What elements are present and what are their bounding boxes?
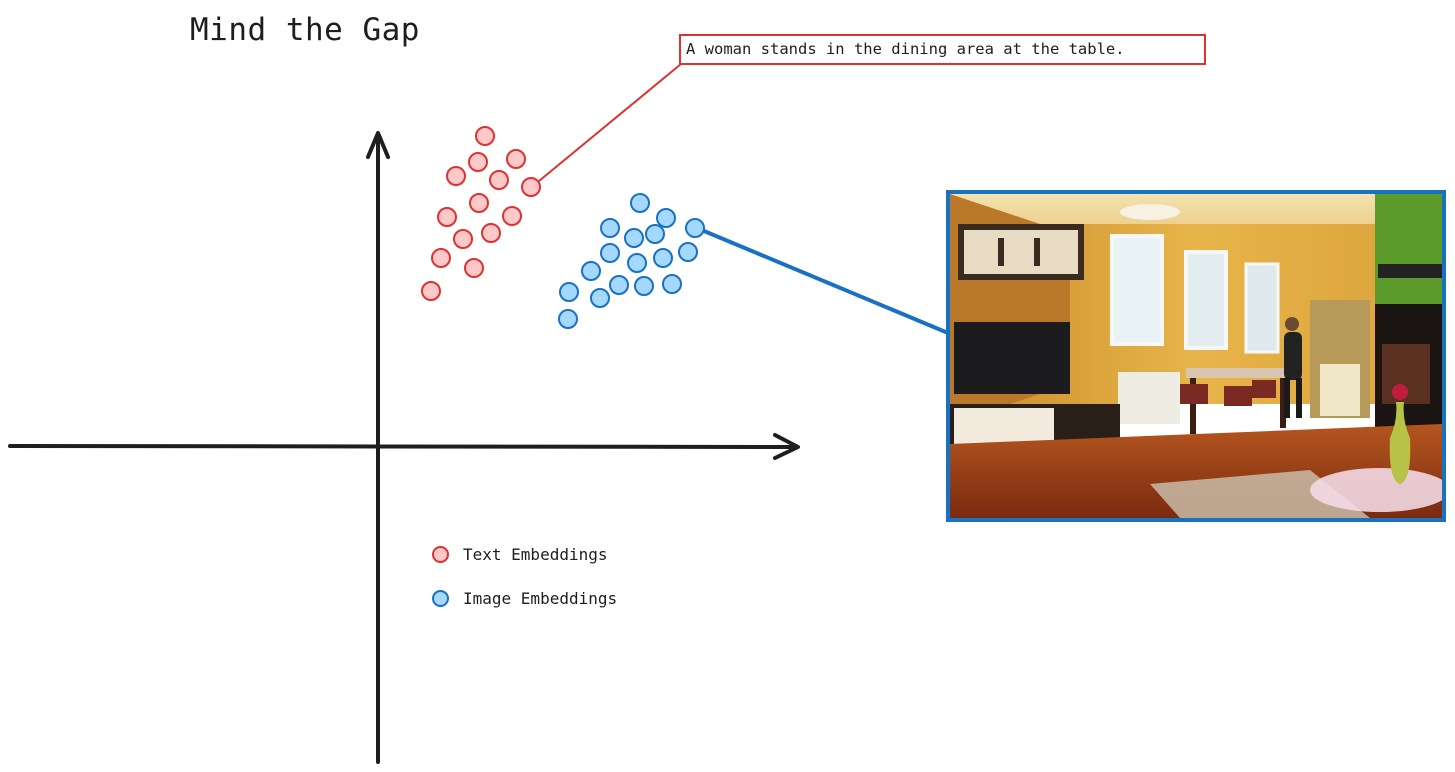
caption-text: A woman stands in the dining area at the… bbox=[686, 40, 1125, 58]
text-embedding-point bbox=[453, 229, 473, 249]
image-embedding-point bbox=[600, 218, 620, 238]
text-embedding-point bbox=[464, 258, 484, 278]
image-embedding-point bbox=[600, 243, 620, 263]
legend-item-text: Text Embeddings bbox=[432, 542, 608, 566]
image-embedding-points bbox=[558, 193, 705, 329]
y-axis bbox=[366, 131, 390, 764]
image-embedding-point bbox=[685, 218, 705, 238]
text-embedding-point bbox=[437, 207, 457, 227]
caption-connector-line bbox=[538, 63, 682, 182]
image-embedding-point bbox=[559, 282, 579, 302]
legend-label-image: Image Embeddings bbox=[463, 588, 618, 608]
image-embedding-point bbox=[645, 224, 665, 244]
image-connector-line bbox=[703, 229, 949, 335]
image-embedding-point bbox=[656, 208, 676, 228]
caption-box: A woman stands in the dining area at the… bbox=[679, 34, 1206, 65]
legend-swatch-text bbox=[432, 545, 449, 563]
image-embedding-point bbox=[558, 309, 578, 329]
image-embedding-point bbox=[590, 288, 610, 308]
image-embedding-point bbox=[609, 275, 629, 295]
text-embedding-point bbox=[431, 248, 451, 268]
image-embedding-point bbox=[678, 242, 698, 262]
diagram-title: Mind the Gap bbox=[190, 12, 420, 48]
image-embedding-point bbox=[634, 276, 654, 296]
text-embedding-point bbox=[521, 177, 541, 197]
text-embedding-point bbox=[481, 223, 501, 243]
text-embedding-point bbox=[489, 170, 509, 190]
x-axis bbox=[8, 433, 800, 460]
text-embedding-point bbox=[446, 166, 466, 186]
text-embedding-point bbox=[468, 152, 488, 172]
photo-illustration bbox=[950, 194, 1442, 518]
text-embedding-point bbox=[506, 149, 526, 169]
legend-swatch-image bbox=[432, 589, 449, 607]
text-embedding-point bbox=[421, 281, 441, 301]
text-embedding-point bbox=[502, 206, 522, 226]
image-embedding-point bbox=[653, 248, 673, 268]
legend-item-image: Image Embeddings bbox=[432, 586, 617, 610]
image-embedding-point bbox=[627, 253, 647, 273]
text-embedding-point bbox=[475, 126, 495, 146]
text-embedding-points bbox=[421, 126, 541, 301]
dining-room-photo bbox=[946, 190, 1446, 522]
text-embedding-point bbox=[469, 193, 489, 213]
image-embedding-point bbox=[624, 228, 644, 248]
image-embedding-point bbox=[630, 193, 650, 213]
legend-label-text: Text Embeddings bbox=[463, 544, 608, 564]
image-embedding-point bbox=[581, 261, 601, 281]
image-embedding-point bbox=[662, 274, 682, 294]
